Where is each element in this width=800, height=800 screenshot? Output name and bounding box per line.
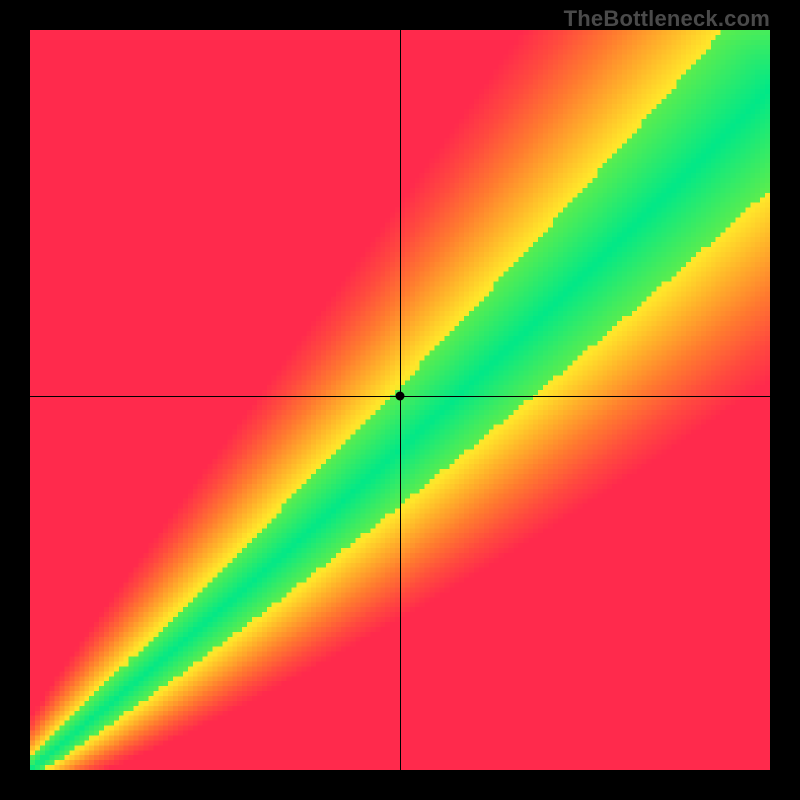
heatmap-plot-area [30, 30, 770, 770]
chart-outer-frame: TheBottleneck.com [0, 0, 800, 800]
watermark-text: TheBottleneck.com [564, 6, 770, 32]
crosshair-marker [396, 392, 405, 401]
